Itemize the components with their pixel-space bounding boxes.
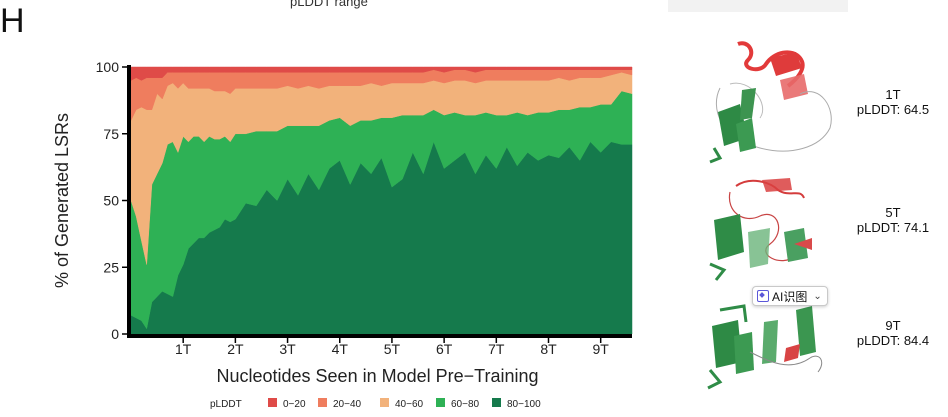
legend-swatch-2 <box>380 398 389 407</box>
y-tick-label-1: 25 <box>103 259 119 275</box>
structure-9t-size: 9T <box>885 318 901 333</box>
y-tick-label-0: 0 <box>111 326 119 342</box>
legend-title: pLDDT <box>210 399 242 410</box>
protein-structure-1t <box>709 41 832 164</box>
panel-label: H <box>0 2 25 40</box>
protein-structure-5t <box>709 178 812 281</box>
x-tick-label-4: 5T <box>384 341 401 357</box>
legend-label-3: 60−80 <box>451 399 480 410</box>
y-tick-label-3: 75 <box>103 126 119 142</box>
top-right-box <box>668 0 848 12</box>
x-tick-label-8: 9T <box>593 341 610 357</box>
structure-1t-label: 1T pLDDT: 64.5 <box>848 87 938 117</box>
y-axis-label: % of Generated LSRs <box>52 113 72 288</box>
ai-badge-label: AI识图 <box>772 289 808 304</box>
legend-label-4: 80−100 <box>507 399 541 410</box>
structure-9t-plddt: pLDDT: 84.4 <box>856 333 930 348</box>
legend-swatch-3 <box>436 398 445 407</box>
structure-1t-plddt: pLDDT: 64.5 <box>856 102 930 117</box>
x-tick-label-0: 1T <box>175 341 192 357</box>
structure-1t-size: 1T <box>885 87 901 102</box>
structure-5t-label: 5T pLDDT: 74.1 <box>848 205 938 235</box>
legend-label-1: 20−40 <box>333 399 362 410</box>
chevron-down-icon: ⌄ <box>813 290 822 302</box>
legend-swatch-0 <box>268 398 277 407</box>
x-tick-label-3: 4T <box>332 341 349 357</box>
structure-5t-plddt: pLDDT: 74.1 <box>856 220 930 235</box>
x-tick-label-2: 3T <box>279 341 296 357</box>
structure-5t-size: 5T <box>885 205 901 220</box>
x-axis-label: Nucleotides Seen in Model Pre−Training <box>216 366 538 386</box>
structure-9t-label: 9T pLDDT: 84.4 <box>848 318 938 348</box>
legend-swatch-4 <box>492 398 501 407</box>
legend-label-0: 0−20 <box>283 399 306 410</box>
x-tick-label-1: 2T <box>227 341 244 357</box>
legend-swatch-1 <box>318 398 327 407</box>
area-series-4 <box>130 66 633 81</box>
protein-structure-9t <box>707 304 823 390</box>
y-tick-label-2: 50 <box>103 193 119 209</box>
x-tick-label-6: 7T <box>488 341 505 357</box>
x-tick-label-5: 6T <box>436 341 453 357</box>
y-tick-label-4: 100 <box>96 59 120 75</box>
x-tick-label-7: 8T <box>540 341 557 357</box>
ai-sparkle-icon <box>757 290 769 302</box>
ai-image-recognition-button[interactable]: AI识图 ⌄ <box>752 286 828 306</box>
top-clipped-text: pLDDT range <box>290 0 368 9</box>
legend-label-2: 40−60 <box>395 399 424 410</box>
